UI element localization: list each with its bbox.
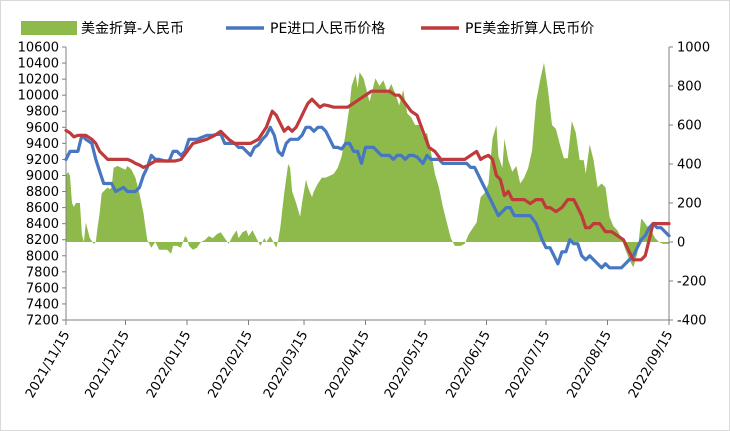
x-tick-label: 2022/09/15 [626,329,676,401]
legend-swatch-area [21,21,77,35]
left-tick-label: 9400 [26,137,59,152]
left-tick-label: 9800 [26,105,59,120]
left-tick-label: 8600 [26,201,59,216]
legend-item-import: PE进口人民币价格 [226,21,385,37]
x-tick-label: 2022/02/15 [205,329,255,401]
right-tick-label: 800 [677,80,702,95]
right-tick-label: 400 [677,158,702,173]
left-tick-label: 8400 [26,217,59,232]
legend-item-spread: 美金折算-人民币 [21,21,184,37]
x-tick-label: 2022/05/15 [382,329,432,401]
x-tick-label: 2022/04/15 [323,329,373,401]
left-tick-label: 9200 [26,153,59,168]
legend: 美金折算-人民币 PE进口人民币价格 PE美金折算人民币价 [21,21,594,37]
legend-label: 美金折算-人民币 [81,21,184,37]
legend-label: PE美金折算人民币价 [465,21,594,37]
left-tick-label: 7800 [26,265,59,280]
line-series-usd-converted-price [64,89,671,262]
right-tick-label: 200 [677,197,702,212]
legend-label: PE进口人民币价格 [270,21,385,37]
right-tick-label: -400 [677,314,707,329]
x-tick-label: 2021/12/15 [83,329,133,401]
left-tick-label: 7400 [26,297,59,312]
left-tick-label: 10200 [18,73,59,88]
right-tick-label: 1000 [677,41,710,56]
left-tick-label: 7200 [26,314,59,329]
x-tick-label: 2022/06/15 [444,329,494,401]
left-tick-label: 8200 [26,233,59,248]
left-tick-label: 10600 [18,41,59,56]
lines-layer [64,89,671,270]
x-tick-label: 2022/03/15 [261,329,311,401]
left-tick-label: 8800 [26,185,59,200]
left-tick-label: 10400 [18,57,59,72]
x-tick-label: 2022/08/15 [565,329,615,401]
legend-item-usd: PE美金折算人民币价 [421,21,594,37]
x-tick-label: 2022/01/15 [144,329,194,401]
right-tick-label: 600 [677,119,702,134]
left-tick-label: 8000 [26,249,59,264]
x-tick-label: 2022/07/15 [503,329,553,401]
right-tick-label: -200 [677,275,707,290]
left-tick-label: 7600 [26,281,59,296]
right-tick-label: 0 [677,236,685,251]
left-tick-label: 9000 [26,169,59,184]
left-tick-label: 9600 [26,121,59,136]
x-tick-label: 2021/11/15 [23,329,73,401]
left-tick-label: 10000 [18,89,59,104]
